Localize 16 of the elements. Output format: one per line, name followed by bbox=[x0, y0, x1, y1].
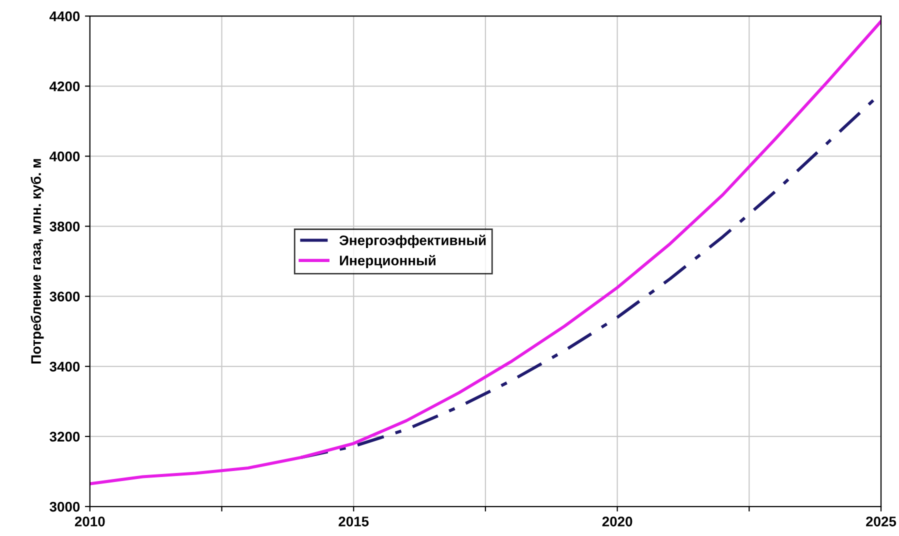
y-tick-label: 3800 bbox=[50, 222, 80, 232]
legend-label: Инерционный bbox=[340, 254, 436, 268]
y-tick-label: 4200 bbox=[49, 81, 80, 92]
line-series bbox=[90, 20, 882, 486]
y-tick-label: 3000 bbox=[50, 502, 80, 512]
legend-label: Энергоэффективный bbox=[339, 234, 486, 248]
x-tick-label: 2025 bbox=[866, 516, 896, 526]
y-tick-label: 4000 bbox=[49, 152, 80, 162]
x-tick-label: 2020 bbox=[602, 516, 632, 526]
y-tick-label: 3200 bbox=[50, 432, 80, 442]
y-tick-label: 4400 bbox=[49, 11, 80, 22]
x-tick-label: 2015 bbox=[338, 516, 369, 526]
x-tick-label: 2010 bbox=[74, 516, 105, 526]
y-tick-label: 3400 bbox=[50, 362, 80, 372]
y-tick-label: 3600 bbox=[50, 292, 80, 302]
y-axis-title: Потребление газа, млн. куб. м bbox=[30, 159, 44, 364]
